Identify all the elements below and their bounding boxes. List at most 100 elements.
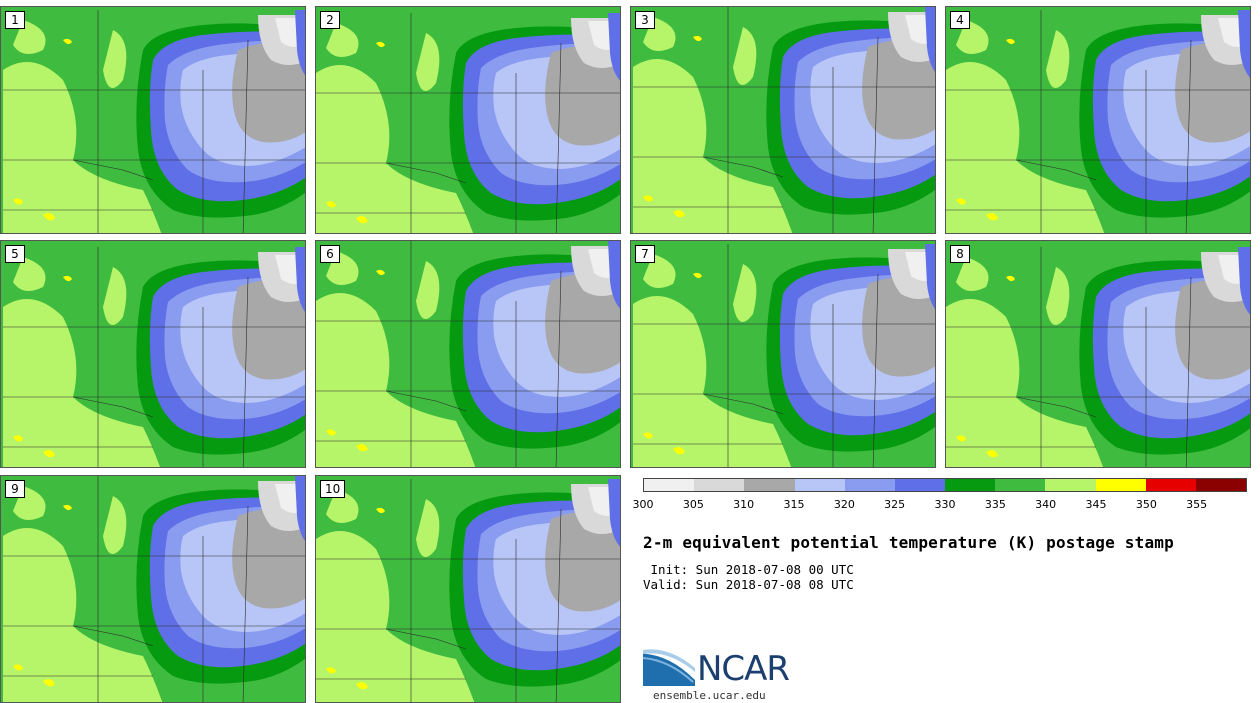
field-region (693, 35, 702, 42)
colorbar-segment (794, 479, 845, 491)
state-border (385, 628, 467, 650)
logo-text: NCAR (697, 649, 790, 689)
field-region (1006, 38, 1015, 45)
field-region (946, 62, 1105, 233)
field-region (376, 269, 385, 276)
colorbar-segment (744, 479, 795, 491)
state-border (72, 396, 154, 418)
colorbar-segment (1095, 479, 1146, 491)
stamp-number: 5 (5, 245, 25, 263)
field-region (545, 509, 620, 612)
state-border (702, 393, 784, 415)
field-region (326, 667, 336, 674)
field-region (956, 435, 966, 442)
field-region (316, 65, 474, 233)
stamp-number: 1 (5, 11, 25, 29)
map-7 (631, 241, 935, 467)
init-time: Init: Sun 2018-07-08 00 UTC (643, 562, 854, 577)
field-region (946, 299, 1104, 467)
field-region (13, 257, 46, 291)
state-border (242, 276, 249, 467)
field-region (13, 435, 23, 442)
colorbar-tick-label: 310 (733, 498, 755, 511)
field-region (925, 244, 935, 310)
field-region (693, 272, 702, 279)
colorbar-tick-label: 355 (1186, 498, 1208, 511)
map-9 (1, 476, 305, 702)
field-region (862, 37, 935, 140)
state-border (72, 625, 154, 647)
field-region (416, 261, 440, 319)
field-region (956, 198, 966, 205)
field-region (1175, 40, 1250, 143)
map-5 (1, 241, 305, 467)
field-region (643, 432, 653, 439)
state-border (555, 270, 562, 467)
state-border (1015, 159, 1097, 181)
field-region (3, 62, 162, 233)
field-region (63, 275, 72, 282)
colorbar-tick-label: 330 (934, 498, 956, 511)
field-region (13, 198, 23, 205)
field-region (3, 299, 161, 467)
stamp-panel-6: 6 (315, 240, 621, 468)
state-border (385, 162, 467, 184)
stamp-number: 6 (320, 245, 340, 263)
state-border (872, 36, 879, 233)
colorbar-segment (1145, 479, 1196, 491)
field-region (316, 531, 475, 702)
colorbar-tick-label: 335 (984, 498, 1006, 511)
field-region (1238, 247, 1250, 315)
field-region (633, 59, 793, 233)
colorbar-tick-label: 345 (1085, 498, 1107, 511)
map-4 (946, 7, 1250, 233)
field-region (326, 429, 336, 436)
field-region (295, 10, 305, 76)
field-region (673, 210, 685, 218)
field-region (103, 496, 127, 554)
stamp-panel-4: 4 (945, 6, 1251, 234)
stamp-panel-5: 5 (0, 240, 306, 468)
state-border (242, 39, 249, 233)
map-2 (316, 7, 620, 233)
field-region (63, 504, 72, 511)
valid-time: Valid: Sun 2018-07-08 08 UTC (643, 577, 854, 592)
field-region (733, 27, 757, 85)
map-1 (1, 7, 305, 233)
state-border (555, 42, 562, 233)
stamp-panel-2: 2 (315, 6, 621, 234)
field-region (986, 450, 998, 458)
state-border (1185, 39, 1192, 233)
colorbar-tick-label: 325 (884, 498, 906, 511)
field-region (316, 293, 476, 467)
field-region (232, 277, 305, 380)
field-region (416, 499, 440, 557)
field-region (1046, 267, 1070, 325)
field-region (1238, 10, 1250, 78)
state-border (385, 390, 467, 412)
colorbar-segment (1195, 479, 1247, 491)
field-region (545, 43, 620, 146)
field-region (376, 41, 385, 48)
field-region (103, 30, 127, 88)
stamp-panel-3: 3 (630, 6, 936, 234)
field-region (326, 201, 336, 208)
field-region (376, 507, 385, 514)
state-border (702, 156, 784, 178)
stamp-panel-9: 9 (0, 475, 306, 703)
field-region (545, 271, 620, 374)
field-region (673, 447, 685, 455)
stamp-panel-7: 7 (630, 240, 936, 468)
field-region (733, 264, 757, 322)
field-region (43, 213, 55, 221)
field-region (43, 679, 55, 687)
colorbar-tick-label: 320 (833, 498, 855, 511)
field-region (608, 13, 620, 81)
stamp-number: 4 (950, 11, 970, 29)
field-region (295, 476, 305, 542)
field-region (356, 216, 368, 224)
field-region (103, 267, 127, 325)
colorbar-segment (644, 479, 695, 491)
stamp-number: 9 (5, 480, 25, 498)
field-region (925, 7, 935, 73)
